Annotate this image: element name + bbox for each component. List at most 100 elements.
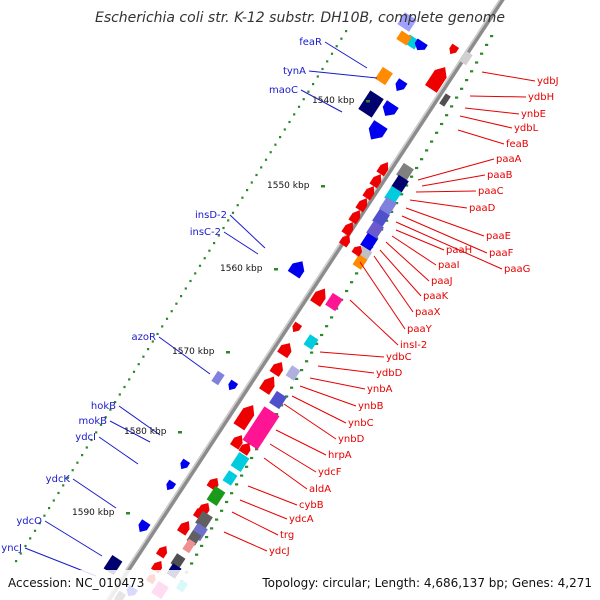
gene-label-paaA[interactable]: paaA — [496, 154, 522, 165]
gene-label-hokB[interactable]: hokB — [91, 401, 116, 412]
gene-label-ydcF[interactable]: ydcF — [318, 467, 342, 478]
gene-label-paaD[interactable]: paaD — [469, 203, 496, 214]
gene-label-ynbA[interactable]: ynbA — [367, 384, 393, 395]
gene-feature — [303, 334, 319, 350]
gene-label-paaH[interactable]: paaH — [446, 245, 472, 256]
topology-text: Topology: circular; Length: 4,686,137 bp… — [261, 576, 592, 590]
gc-dot — [132, 370, 136, 373]
gene-shape — [375, 66, 393, 86]
gene-shape — [366, 220, 384, 240]
gene-label-paaJ[interactable]: paaJ — [431, 276, 453, 287]
gc-dot — [260, 166, 263, 169]
gene-label-ynbB[interactable]: ynbB — [358, 401, 384, 412]
kbp-tick-label: 1550 kbp — [267, 181, 310, 191]
gc-dot — [460, 87, 464, 90]
gene-label-ydcK[interactable]: ydcK — [46, 474, 71, 485]
gene-shape — [325, 292, 343, 312]
gene-label-maoC[interactable]: maoC — [269, 85, 298, 96]
gene-label-trg[interactable]: trg — [280, 530, 294, 541]
leader-line — [481, 71, 536, 82]
gc-dot — [250, 181, 253, 184]
gene-label-paaK[interactable]: paaK — [423, 291, 449, 302]
gene-label-ynbC[interactable]: ynbC — [348, 418, 374, 429]
gene-feature — [341, 222, 354, 237]
gene-label-paaG[interactable]: paaG — [504, 264, 530, 275]
gene-shape — [138, 519, 151, 533]
gc-dot — [210, 527, 214, 530]
gc-dot — [225, 500, 229, 504]
gc-dot — [455, 96, 459, 99]
gene-feature — [382, 100, 399, 116]
gene-label-ydbC[interactable]: ydbC — [386, 352, 412, 363]
gc-dot — [222, 226, 225, 230]
gene-feature — [397, 12, 417, 32]
gc-dot — [450, 105, 454, 108]
gene-label-ynbD[interactable]: ynbD — [338, 434, 365, 445]
gene-label-ydbD[interactable]: ydbD — [376, 368, 403, 379]
leader-line — [457, 129, 505, 145]
gene-label-ydbH[interactable]: ydbH — [528, 92, 554, 103]
leader-line — [415, 190, 477, 193]
gc-dot — [227, 219, 230, 222]
gc-dot — [235, 483, 239, 486]
gene-label-insI-2[interactable]: insI-2 — [400, 340, 427, 351]
gc-dot — [445, 114, 449, 117]
gene-label-insD-2[interactable]: insD-2 — [195, 210, 227, 221]
gene-label-cybB[interactable]: cybB — [299, 500, 324, 511]
gene-shape — [396, 30, 412, 46]
gc-dot — [213, 242, 216, 245]
gene-label-feaB[interactable]: feaB — [506, 139, 529, 150]
gene-feature — [138, 519, 151, 533]
gc-dot — [425, 149, 429, 152]
gene-feature — [439, 93, 451, 107]
leader-line — [223, 531, 268, 552]
gene-label-insC-2[interactable]: insC-2 — [190, 227, 221, 238]
leader-line — [158, 336, 211, 375]
gene-label-paaY[interactable]: paaY — [407, 324, 433, 335]
gene-label-paaC[interactable]: paaC — [478, 186, 504, 197]
gene-shape — [211, 370, 225, 386]
gene-feature — [166, 479, 177, 491]
gene-label-ydbL[interactable]: ydbL — [514, 123, 539, 134]
gene-shape — [259, 376, 275, 395]
gene-feature — [372, 208, 390, 228]
gene-label-ydcA[interactable]: ydcA — [289, 514, 314, 525]
gene-label-azoR[interactable]: azoR — [132, 332, 156, 343]
gene-feature — [358, 90, 384, 118]
gene-label-paaB[interactable]: paaB — [487, 170, 513, 181]
leader-line — [459, 115, 513, 129]
gene-label-paaX[interactable]: paaX — [415, 307, 441, 318]
gene-label-aldA[interactable]: aldA — [309, 484, 331, 495]
gene-label-mokB[interactable]: mokB — [78, 416, 107, 427]
gc-dot — [288, 120, 291, 124]
gc-dot — [420, 158, 424, 161]
gene-label-paaF[interactable]: paaF — [489, 248, 514, 259]
gene-label-hrpA[interactable]: hrpA — [328, 450, 352, 461]
leader-line — [283, 403, 337, 440]
gc-dot — [194, 272, 197, 275]
gc-dot — [175, 302, 178, 305]
gene-label-paaI[interactable]: paaI — [438, 260, 460, 271]
gc-dot — [52, 499, 55, 502]
leader-line — [405, 207, 485, 237]
leader-line — [269, 443, 317, 473]
gene-label-paaE[interactable]: paaE — [486, 231, 511, 242]
gene-shape — [166, 479, 177, 491]
gc-dot — [321, 67, 324, 71]
gc-dot — [485, 43, 489, 46]
gene-label-ydcO[interactable]: ydcO — [16, 516, 42, 527]
gene-label-ydcI[interactable]: ydcI — [75, 432, 96, 443]
gene-label-feaR[interactable]: feaR — [299, 37, 322, 48]
kbp-tick-mark — [321, 185, 325, 188]
gene-label-ynbE[interactable]: ynbE — [521, 109, 546, 120]
gc-dot — [137, 363, 140, 366]
gene-label-tynA[interactable]: tynA — [283, 66, 306, 77]
gc-dot — [170, 310, 173, 313]
gene-shape — [449, 43, 460, 55]
leader-line — [231, 511, 279, 536]
gc-dot — [335, 45, 338, 48]
gene-label-yncJ[interactable]: yncJ — [1, 543, 22, 554]
gene-label-ydcJ[interactable]: ydcJ — [269, 546, 290, 557]
gene-label-ydbJ[interactable]: ydbJ — [537, 76, 559, 87]
gene-shape — [285, 365, 301, 381]
